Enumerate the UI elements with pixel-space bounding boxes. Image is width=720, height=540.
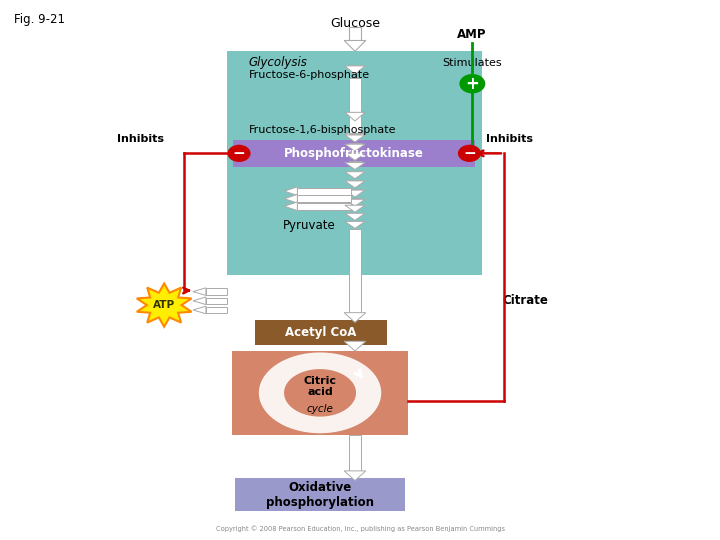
- Circle shape: [228, 145, 251, 162]
- Polygon shape: [284, 187, 297, 195]
- Bar: [349, 161, 361, 163]
- Polygon shape: [193, 288, 206, 295]
- Polygon shape: [345, 221, 365, 228]
- FancyBboxPatch shape: [235, 478, 405, 511]
- Text: Stimulates: Stimulates: [442, 58, 501, 68]
- Polygon shape: [344, 471, 366, 481]
- Text: Citrate: Citrate: [503, 294, 549, 307]
- Polygon shape: [345, 199, 365, 206]
- Polygon shape: [345, 205, 365, 212]
- Text: Oxidative
phosphorylation: Oxidative phosphorylation: [266, 481, 374, 509]
- Polygon shape: [344, 341, 366, 351]
- Polygon shape: [345, 213, 365, 220]
- Text: Fructose-6-phosphate: Fructose-6-phosphate: [248, 70, 369, 79]
- Bar: [349, 143, 361, 144]
- Bar: [206, 307, 227, 313]
- Bar: [349, 180, 361, 181]
- Text: Glycolysis: Glycolysis: [248, 56, 307, 69]
- Polygon shape: [345, 153, 365, 160]
- FancyBboxPatch shape: [227, 51, 482, 275]
- Polygon shape: [344, 313, 366, 322]
- Bar: [349, 152, 361, 153]
- Text: −: −: [233, 146, 246, 161]
- Bar: [349, 189, 361, 190]
- Bar: [349, 78, 361, 133]
- Circle shape: [458, 145, 481, 162]
- FancyBboxPatch shape: [255, 320, 387, 345]
- FancyBboxPatch shape: [232, 351, 408, 435]
- Text: Fig. 9-21: Fig. 9-21: [14, 14, 66, 26]
- Text: ATP: ATP: [153, 300, 175, 310]
- Text: Pyruvate: Pyruvate: [283, 219, 336, 232]
- Polygon shape: [284, 202, 297, 211]
- Polygon shape: [345, 133, 365, 142]
- Polygon shape: [344, 40, 366, 51]
- Text: Inhibits: Inhibits: [117, 134, 164, 144]
- Polygon shape: [345, 135, 365, 142]
- Polygon shape: [345, 163, 365, 170]
- Text: Fructose-1,6-bisphosphate: Fructose-1,6-bisphosphate: [248, 125, 396, 134]
- Text: Inhibits: Inhibits: [486, 134, 534, 144]
- Polygon shape: [259, 353, 381, 433]
- Bar: [349, 435, 361, 471]
- Bar: [206, 288, 227, 295]
- Polygon shape: [345, 181, 365, 188]
- Circle shape: [459, 74, 485, 93]
- Polygon shape: [345, 190, 365, 197]
- Polygon shape: [193, 306, 206, 314]
- Text: Citric
acid: Citric acid: [304, 375, 336, 397]
- Bar: [349, 134, 361, 135]
- Text: +: +: [465, 75, 480, 93]
- Polygon shape: [345, 172, 365, 179]
- Text: Glucose: Glucose: [330, 17, 380, 30]
- Text: Phosphofructokinase: Phosphofructokinase: [284, 147, 424, 160]
- Bar: [206, 298, 227, 304]
- Polygon shape: [345, 66, 365, 75]
- Text: AMP: AMP: [457, 28, 486, 41]
- Bar: [297, 195, 351, 202]
- Text: cycle: cycle: [307, 404, 333, 414]
- Text: Acetyl CoA: Acetyl CoA: [285, 326, 356, 339]
- Text: Copyright © 2008 Pearson Education, Inc., publishing as Pearson Benjamin Cumming: Copyright © 2008 Pearson Education, Inc.…: [215, 525, 505, 532]
- Bar: [349, 171, 361, 172]
- Polygon shape: [345, 144, 365, 151]
- Polygon shape: [345, 112, 365, 121]
- FancyBboxPatch shape: [233, 140, 475, 167]
- Bar: [297, 187, 351, 194]
- Bar: [349, 65, 361, 66]
- Polygon shape: [137, 284, 192, 327]
- Text: −: −: [463, 146, 476, 161]
- Bar: [349, 229, 361, 313]
- Polygon shape: [193, 297, 206, 305]
- Bar: [349, 198, 361, 199]
- Polygon shape: [284, 194, 297, 203]
- Bar: [297, 202, 351, 210]
- Bar: [349, 27, 361, 40]
